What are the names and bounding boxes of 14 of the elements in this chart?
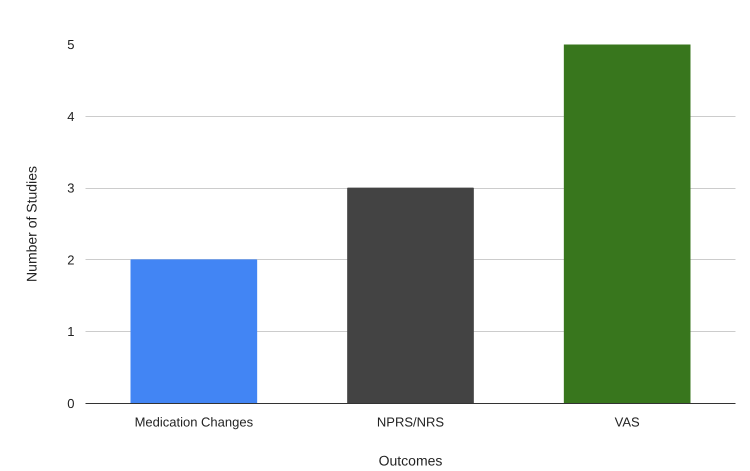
x-axis-title: Outcomes xyxy=(378,452,442,468)
y-tick-label: 5 xyxy=(67,37,75,52)
y-tick-label: 2 xyxy=(67,252,75,268)
bar xyxy=(130,259,258,404)
y-tick-label: 3 xyxy=(67,180,75,196)
x-tick-label: Medication Changes xyxy=(134,414,254,430)
y-tick-label: 4 xyxy=(67,108,75,124)
y-tick-label: 0 xyxy=(67,396,75,411)
x-tick-label: NPRS/NRS xyxy=(376,414,444,430)
bar xyxy=(347,188,474,404)
y-tick-label: 1 xyxy=(67,324,75,340)
bar xyxy=(564,44,690,404)
y-axis-title: Number of Studies xyxy=(23,166,40,282)
x-tick-label: VAS xyxy=(614,414,640,430)
